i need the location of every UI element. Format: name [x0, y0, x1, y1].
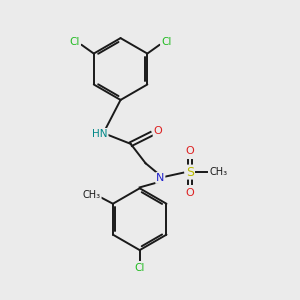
Text: O: O — [185, 146, 194, 157]
Text: Cl: Cl — [70, 38, 80, 47]
Text: Cl: Cl — [161, 38, 171, 47]
Text: S: S — [186, 166, 194, 178]
Text: CH₃: CH₃ — [209, 167, 228, 177]
Text: CH₃: CH₃ — [83, 190, 101, 200]
Text: O: O — [154, 126, 162, 136]
Text: N: N — [156, 173, 164, 183]
Text: Cl: Cl — [134, 263, 145, 273]
Text: O: O — [185, 188, 194, 198]
Text: HN: HN — [92, 129, 108, 139]
